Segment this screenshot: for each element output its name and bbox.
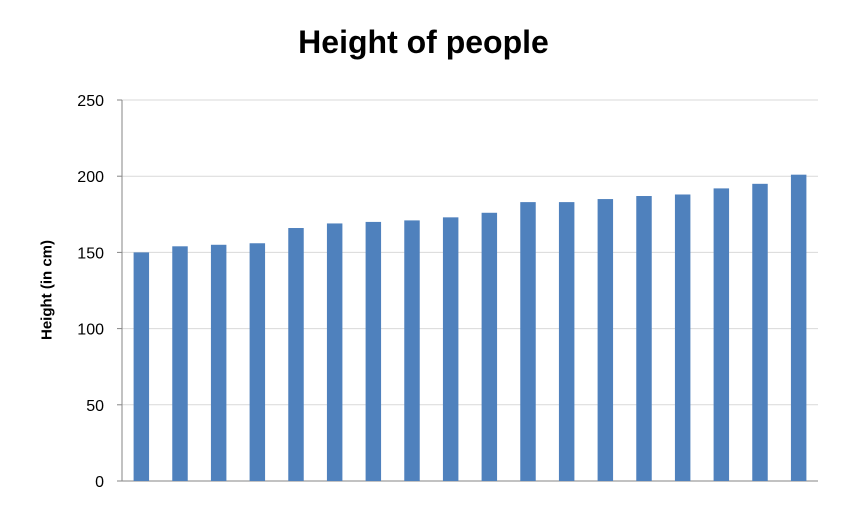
bar xyxy=(288,228,304,481)
chart-title: Height of people xyxy=(298,24,549,60)
bar xyxy=(558,202,575,481)
bar xyxy=(674,194,691,481)
bar xyxy=(326,223,343,481)
y-tick-label: 50 xyxy=(86,398,104,415)
bar xyxy=(442,217,459,481)
bar xyxy=(249,243,266,481)
bar xyxy=(713,188,730,481)
y-tick-label: 0 xyxy=(95,474,104,491)
bar xyxy=(172,246,188,481)
y-tick-label: 100 xyxy=(77,322,104,339)
y-tick-label: 150 xyxy=(77,245,104,262)
bar xyxy=(752,183,768,481)
bar xyxy=(520,202,536,481)
bar xyxy=(636,196,652,481)
bar xyxy=(597,199,614,481)
bar xyxy=(133,252,150,481)
y-tick-label: 200 xyxy=(77,169,104,186)
bar xyxy=(365,221,382,482)
bar xyxy=(404,220,420,481)
bar xyxy=(210,244,227,481)
bar xyxy=(790,174,807,481)
y-tick-label: 250 xyxy=(77,93,104,110)
bar xyxy=(481,212,498,481)
